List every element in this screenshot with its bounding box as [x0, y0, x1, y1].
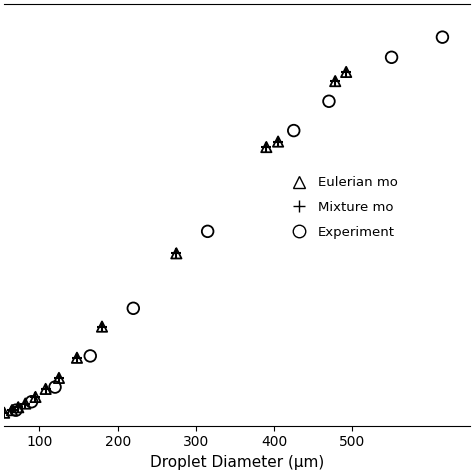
Point: [0, 409, 8, 417]
Point: [12, 406, 20, 414]
Legend: Eulerian mo, Mixture mo, Experiment: Eulerian mo, Mixture mo, Experiment: [281, 171, 403, 244]
Point: [263, 143, 270, 151]
Point: [173, 249, 180, 257]
Point: [21, 400, 29, 407]
Point: [204, 228, 211, 235]
Point: [32, 393, 39, 401]
Point: [331, 77, 339, 85]
Point: [438, 33, 446, 41]
Point: [325, 98, 333, 105]
Point: [42, 385, 49, 392]
Point: [55, 374, 63, 382]
Point: [290, 127, 298, 134]
Point: [73, 354, 81, 362]
Point: [342, 68, 350, 76]
Point: [98, 323, 106, 330]
Point: [274, 138, 282, 146]
Point: [388, 54, 395, 61]
Point: [129, 304, 137, 312]
Point: [15, 403, 22, 411]
Point: [274, 138, 282, 146]
Point: [0, 409, 8, 417]
Point: [263, 143, 270, 151]
Point: [15, 403, 22, 411]
Point: [42, 385, 49, 392]
Point: [331, 77, 339, 85]
Point: [73, 354, 81, 362]
Point: [173, 249, 180, 257]
Point: [32, 393, 39, 401]
Point: [8, 406, 16, 414]
X-axis label: Droplet Diameter (μm): Droplet Diameter (μm): [150, 455, 324, 470]
Point: [28, 398, 36, 406]
Point: [51, 383, 59, 391]
Point: [342, 68, 350, 76]
Point: [86, 352, 94, 360]
Point: [21, 400, 29, 407]
Point: [55, 374, 63, 382]
Point: [98, 323, 106, 330]
Point: [8, 406, 16, 414]
